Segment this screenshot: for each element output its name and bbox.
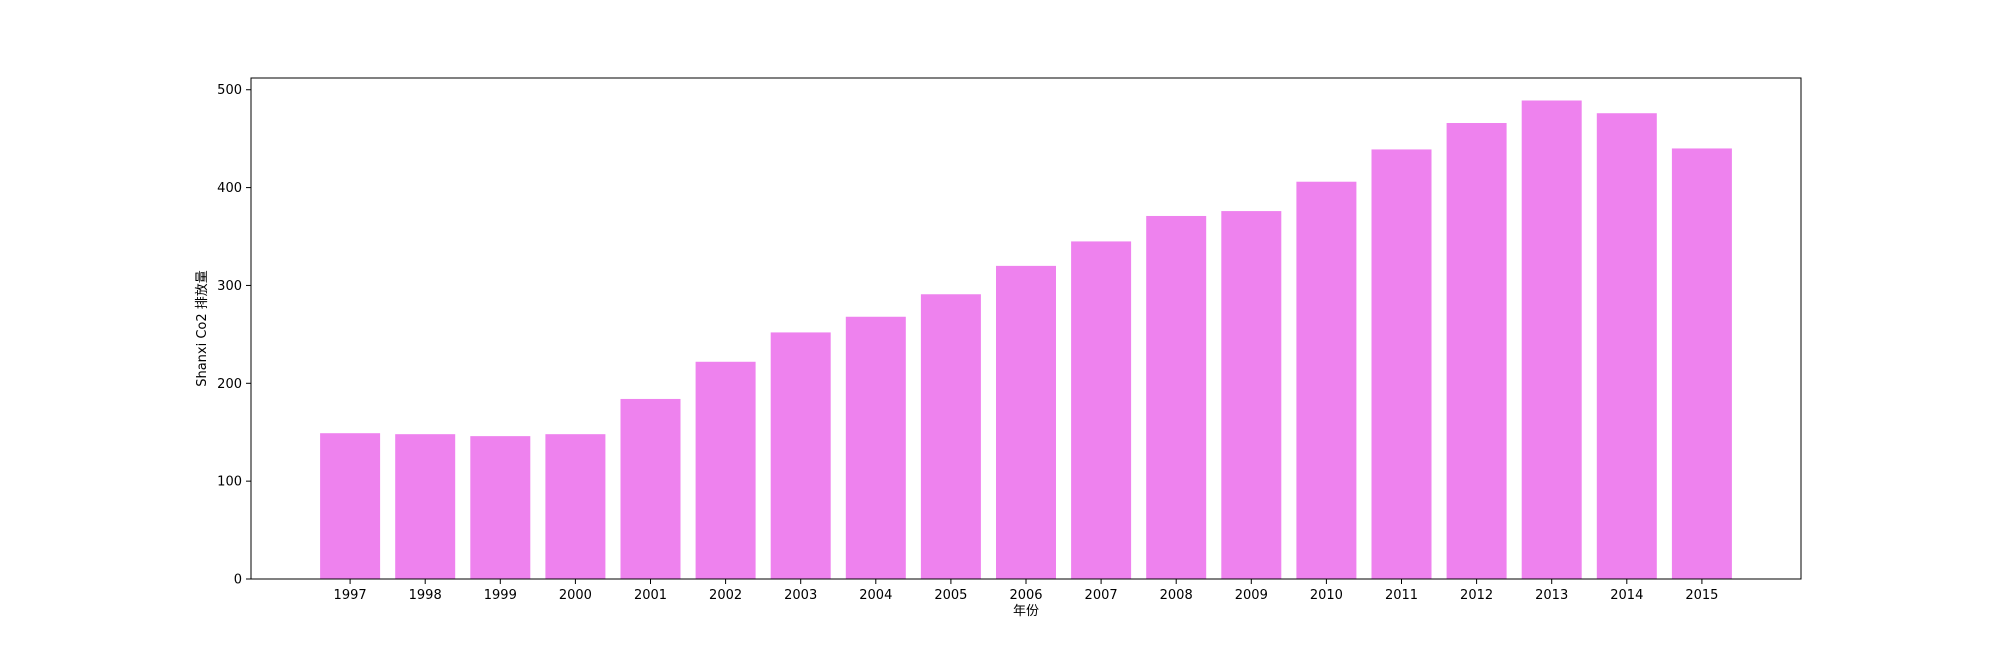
x-tick-label: 2013 — [1535, 588, 1568, 603]
bar-2000 — [545, 434, 606, 579]
bar-2008 — [1146, 215, 1207, 579]
bar-2004 — [845, 316, 906, 579]
x-tick-label: 2005 — [934, 588, 967, 603]
x-tick-label: 2015 — [1685, 588, 1718, 603]
y-tick-label: 0 — [234, 573, 242, 588]
x-tick-label: 2011 — [1385, 588, 1418, 603]
x-tick-label: 2010 — [1310, 588, 1343, 603]
x-tick-label: 2008 — [1160, 588, 1193, 603]
y-tick-label: 500 — [217, 83, 242, 98]
x-tick-label: 2007 — [1085, 588, 1118, 603]
bar-2003 — [770, 332, 831, 579]
bar-2014 — [1596, 113, 1657, 579]
bars-group — [320, 100, 1732, 579]
x-tick-label: 1997 — [334, 588, 367, 603]
x-tick-label: 2001 — [634, 588, 667, 603]
bar-2002 — [695, 361, 756, 579]
y-tick-label: 400 — [217, 181, 242, 196]
y-tick-label: 100 — [217, 475, 242, 490]
y-tick-label: 300 — [217, 279, 242, 294]
x-tick-label: 2006 — [1009, 588, 1042, 603]
x-tick-label: 2009 — [1235, 588, 1268, 603]
bar-1999 — [470, 436, 531, 579]
y-axis-label: Shanxi Co2 排放量 — [195, 270, 210, 387]
x-axis-label: 年份 — [1013, 604, 1039, 619]
bar-1998 — [395, 434, 456, 579]
x-tick-label: 1999 — [484, 588, 517, 603]
x-tick-label: 2000 — [559, 588, 592, 603]
bar-2010 — [1296, 181, 1357, 579]
x-tick-label: 2004 — [859, 588, 892, 603]
bar-2005 — [920, 294, 981, 579]
bar-2006 — [996, 265, 1056, 579]
y-axis: 0 100 200 300 400 500 — [217, 83, 251, 588]
x-tick-label: 2002 — [709, 588, 742, 603]
x-tick-label: 1998 — [409, 588, 442, 603]
bar-2009 — [1221, 211, 1282, 579]
bar-2015 — [1671, 148, 1732, 579]
bar-2013 — [1521, 100, 1582, 579]
x-axis: 1997 1998 1999 2000 2001 2002 2003 2004 2005 2006… — [334, 579, 1718, 603]
bar-2011 — [1371, 149, 1432, 579]
bar-1997 — [320, 433, 381, 579]
x-tick-label: 2012 — [1460, 588, 1493, 603]
bar-2007 — [1071, 241, 1132, 579]
y-tick-label: 200 — [217, 377, 242, 392]
bar-2012 — [1446, 123, 1507, 579]
bar-2001 — [620, 398, 681, 579]
x-tick-label: 2014 — [1610, 588, 1643, 603]
x-tick-label: 2003 — [784, 588, 817, 603]
